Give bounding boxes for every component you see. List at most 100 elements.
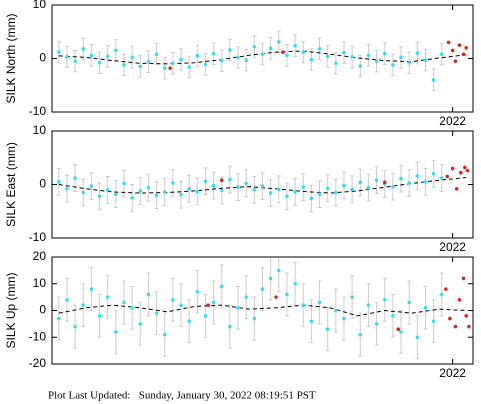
point bbox=[260, 184, 265, 188]
point bbox=[293, 43, 297, 48]
point bbox=[407, 181, 411, 185]
point bbox=[138, 189, 143, 193]
point bbox=[56, 316, 61, 321]
point bbox=[293, 281, 297, 286]
x-tick-label: 2022 bbox=[439, 366, 466, 380]
point bbox=[399, 176, 403, 181]
point bbox=[276, 187, 281, 192]
point bbox=[366, 185, 371, 190]
point bbox=[146, 185, 151, 190]
point bbox=[309, 196, 314, 201]
point bbox=[391, 184, 395, 189]
point bbox=[453, 59, 458, 63]
point bbox=[463, 165, 467, 170]
point bbox=[203, 179, 208, 184]
point bbox=[187, 319, 191, 324]
point bbox=[461, 52, 466, 57]
y-tick-label: 10 bbox=[33, 276, 47, 290]
point bbox=[171, 181, 175, 185]
y-tick-label: 10 bbox=[33, 123, 47, 137]
point bbox=[252, 44, 257, 49]
point bbox=[130, 55, 134, 60]
point bbox=[203, 314, 208, 318]
point bbox=[203, 62, 208, 67]
point bbox=[301, 50, 306, 54]
point bbox=[350, 187, 354, 192]
point bbox=[325, 54, 330, 59]
point bbox=[65, 55, 69, 59]
point bbox=[122, 300, 126, 305]
point bbox=[154, 52, 159, 57]
point bbox=[171, 298, 175, 302]
point bbox=[461, 276, 466, 281]
model-line bbox=[58, 304, 467, 317]
point bbox=[268, 276, 273, 281]
point bbox=[179, 192, 183, 197]
point bbox=[391, 63, 395, 67]
point bbox=[268, 191, 273, 195]
point bbox=[219, 58, 224, 63]
point bbox=[467, 324, 471, 329]
point bbox=[285, 53, 289, 58]
point bbox=[423, 180, 428, 184]
point bbox=[317, 47, 322, 51]
point bbox=[105, 295, 110, 299]
point bbox=[211, 183, 216, 188]
point bbox=[211, 51, 216, 56]
point bbox=[81, 303, 86, 307]
point bbox=[105, 54, 110, 59]
point bbox=[350, 295, 354, 299]
point bbox=[195, 189, 200, 194]
point bbox=[187, 65, 191, 69]
point bbox=[65, 298, 69, 302]
point bbox=[374, 178, 379, 183]
point bbox=[465, 168, 470, 173]
point bbox=[73, 59, 77, 63]
point bbox=[81, 190, 86, 195]
point bbox=[317, 300, 322, 305]
y-axis-title: SILK East (mm) bbox=[4, 142, 18, 227]
point bbox=[446, 40, 451, 45]
point bbox=[179, 57, 183, 62]
point bbox=[439, 52, 444, 57]
point bbox=[244, 58, 249, 62]
point bbox=[439, 176, 444, 180]
point bbox=[285, 194, 289, 199]
point bbox=[458, 170, 463, 175]
point bbox=[195, 54, 200, 58]
point bbox=[450, 166, 455, 171]
point bbox=[366, 53, 371, 58]
point bbox=[56, 180, 61, 184]
point bbox=[89, 287, 94, 291]
point bbox=[130, 306, 134, 310]
point bbox=[325, 327, 330, 332]
y-tick-label: 20 bbox=[33, 249, 47, 263]
y-tick-label: 10 bbox=[33, 0, 47, 11]
point bbox=[366, 303, 371, 307]
point bbox=[301, 185, 306, 189]
point bbox=[162, 66, 167, 70]
point bbox=[325, 186, 330, 191]
point bbox=[122, 181, 126, 186]
point bbox=[317, 192, 322, 196]
point bbox=[114, 192, 118, 196]
point bbox=[162, 332, 167, 337]
point bbox=[444, 287, 448, 291]
point bbox=[399, 55, 403, 60]
point bbox=[415, 51, 420, 55]
point bbox=[154, 311, 159, 315]
point bbox=[450, 48, 455, 53]
point bbox=[342, 316, 346, 321]
point bbox=[281, 50, 285, 54]
point bbox=[309, 57, 314, 62]
y-tick-label: -10 bbox=[29, 104, 47, 118]
plot-area bbox=[56, 30, 469, 92]
y-tick-label: 0 bbox=[39, 177, 46, 191]
point bbox=[415, 335, 420, 340]
point bbox=[268, 46, 273, 51]
point bbox=[457, 298, 462, 302]
point bbox=[260, 287, 265, 291]
point bbox=[431, 319, 436, 324]
point bbox=[97, 194, 102, 199]
